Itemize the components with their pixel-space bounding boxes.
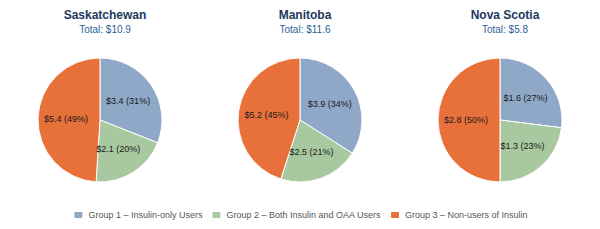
svg-text:$2.8 (50%): $2.8 (50%) [444,115,488,125]
svg-text:Group 1 – Insulin-only Users: Group 1 – Insulin-only Users [88,210,203,220]
svg-text:$2.1 (20%): $2.1 (20%) [96,144,140,154]
svg-text:$1.6 (27%): $1.6 (27%) [503,93,547,103]
svg-text:$5.4 (49%): $5.4 (49%) [44,114,88,124]
svg-text:Group 2 – Both Insulin and OAA: Group 2 – Both Insulin and OAA Users [226,210,381,220]
svg-text:Manitoba: Manitoba [279,8,332,22]
svg-text:$2.5 (21%): $2.5 (21%) [290,147,334,157]
svg-text:$1.3 (23%): $1.3 (23%) [500,141,544,151]
svg-text:$3.4 (31%): $3.4 (31%) [106,96,150,106]
svg-text:Total: $11.6: Total: $11.6 [280,24,331,35]
svg-text:Saskatchewan: Saskatchewan [64,8,147,22]
svg-text:$5.2 (45%): $5.2 (45%) [244,110,288,120]
svg-text:Group 3 – Non-users of Insulin: Group 3 – Non-users of Insulin [405,210,528,220]
svg-text:Total: $10.9: Total: $10.9 [79,24,131,35]
svg-text:Total: $5.8: Total: $5.8 [482,24,529,35]
svg-text:$3.9 (34%): $3.9 (34%) [308,99,352,109]
svg-text:Nova Scotia: Nova Scotia [471,8,540,22]
